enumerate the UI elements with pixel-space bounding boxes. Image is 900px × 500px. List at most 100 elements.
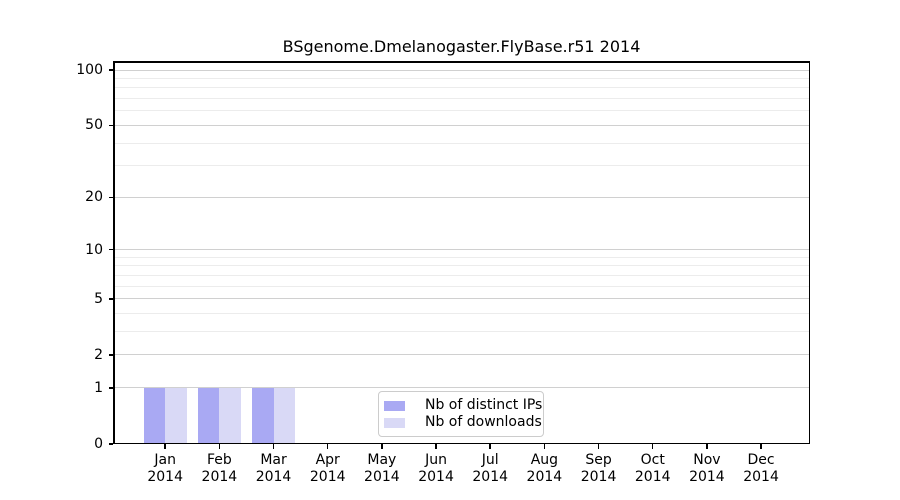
x-axis-month-label: Sep bbox=[585, 452, 612, 468]
x-axis-tick bbox=[272, 444, 275, 449]
x-axis-tick bbox=[381, 444, 383, 449]
y-axis-tick bbox=[108, 387, 113, 389]
y-axis-tick-label: 5 bbox=[94, 290, 103, 307]
x-axis-month-label: Jun bbox=[425, 452, 447, 468]
bar-downloads bbox=[219, 387, 242, 444]
gridline-major bbox=[113, 354, 810, 356]
x-axis-year-label: 2014 bbox=[201, 468, 238, 485]
gridline-major bbox=[113, 249, 810, 251]
x-axis-month-label: Feb bbox=[206, 452, 232, 468]
legend-item-label: Nb of distinct IPs bbox=[425, 397, 543, 413]
x-axis-tick-label: Sep 2014 bbox=[564, 452, 634, 485]
gridline-major bbox=[113, 69, 810, 71]
legend-item-label: Nb of downloads bbox=[425, 414, 542, 430]
x-axis-tick bbox=[651, 444, 654, 449]
bar-downloads bbox=[273, 387, 296, 444]
x-axis-month-label: Apr bbox=[315, 452, 340, 468]
bar-distinct-ips bbox=[143, 387, 166, 444]
gridline-minor bbox=[113, 331, 810, 333]
x-axis-tick-label: Jun 2014 bbox=[401, 452, 471, 485]
x-axis-tick-label: Feb 2014 bbox=[184, 452, 254, 485]
gridline-minor bbox=[113, 78, 810, 80]
x-axis-line bbox=[113, 442, 810, 444]
x-axis-tick bbox=[543, 444, 546, 449]
y-axis-tick-label: 10 bbox=[85, 241, 103, 258]
y-axis-tick-label: 50 bbox=[85, 117, 103, 134]
gridline-minor bbox=[113, 313, 810, 315]
x-axis-tick-label: Jan 2014 bbox=[130, 452, 200, 485]
x-axis-tick-label: May 2014 bbox=[347, 452, 417, 485]
y-axis-tick bbox=[108, 354, 113, 356]
x-axis-month-label: May bbox=[367, 452, 397, 468]
y-axis-tick bbox=[108, 248, 113, 251]
y-axis-tick bbox=[108, 443, 113, 445]
x-axis-tick bbox=[164, 444, 166, 449]
legend-item: Nb of downloads bbox=[384, 414, 543, 431]
gridline-major bbox=[113, 196, 810, 198]
x-axis-tick-label: Aug 2014 bbox=[509, 452, 579, 485]
x-axis-tick-label: Dec 2014 bbox=[726, 452, 796, 485]
gridline-minor bbox=[113, 256, 810, 258]
gridline-minor bbox=[113, 265, 810, 267]
x-axis-year-label: 2014 bbox=[580, 468, 617, 485]
y-axis-tick-label: 0 bbox=[94, 436, 103, 452]
x-axis-month-label: Jan bbox=[154, 452, 176, 468]
x-axis-year-label: 2014 bbox=[634, 468, 671, 485]
y-axis-tick-label: 100 bbox=[76, 62, 103, 79]
x-axis-tick bbox=[489, 444, 491, 449]
gridline-minor bbox=[113, 275, 810, 277]
gridline-major bbox=[113, 298, 810, 300]
x-axis-tick-label: Oct 2014 bbox=[618, 452, 688, 485]
chart-title: BSgenome.Dmelanogaster.FlyBase.r51 2014 bbox=[282, 37, 641, 56]
x-axis-month-label: Oct bbox=[640, 452, 665, 468]
y-axis-tick bbox=[108, 298, 113, 300]
x-axis-tick bbox=[706, 444, 708, 449]
y-axis-tick bbox=[108, 124, 113, 127]
x-axis-month-label: Aug bbox=[530, 452, 559, 468]
legend-color-swatch bbox=[384, 417, 405, 428]
gridline-major bbox=[113, 124, 810, 126]
gridline-minor bbox=[113, 110, 810, 112]
x-axis-month-label: Jul bbox=[481, 452, 499, 468]
gridline-minor bbox=[113, 98, 810, 100]
x-axis-tick bbox=[435, 444, 437, 449]
x-axis-year-label: 2014 bbox=[472, 468, 509, 485]
gridline-minor bbox=[113, 142, 810, 144]
bar-downloads bbox=[165, 387, 187, 444]
x-axis-year-label: 2014 bbox=[743, 468, 779, 485]
y-axis-line bbox=[113, 61, 115, 444]
legend: Nb of distinct IPs Nb of downloads bbox=[378, 391, 544, 437]
legend-item: Nb of distinct IPs bbox=[384, 397, 543, 414]
x-axis-month-label: Nov bbox=[693, 452, 721, 468]
x-axis-month-label: Dec bbox=[747, 452, 775, 468]
x-axis-year-label: 2014 bbox=[364, 468, 400, 485]
x-axis-tick bbox=[597, 444, 600, 449]
x-axis-year-label: 2014 bbox=[309, 468, 346, 485]
x-axis-tick bbox=[760, 444, 762, 449]
x-axis-year-label: 2014 bbox=[689, 468, 725, 485]
y-axis-tick bbox=[108, 196, 113, 199]
plot-area: 0 1 2 5 10 20 50 100 Jan 2014 Feb 2014 Mar 2014 Apr 201… bbox=[76, 61, 810, 485]
gridline-major bbox=[113, 387, 810, 389]
x-axis-year-label: 2014 bbox=[526, 468, 563, 485]
x-axis-month-label: Mar bbox=[260, 452, 287, 468]
x-axis-tick bbox=[326, 444, 329, 449]
right-spine bbox=[808, 61, 810, 444]
bar-distinct-ips bbox=[251, 387, 274, 444]
x-axis-tick-label: Apr 2014 bbox=[293, 452, 363, 485]
x-axis-year-label: 2014 bbox=[147, 468, 183, 485]
y-axis-tick-label: 2 bbox=[94, 346, 103, 363]
x-axis-tick-label: Nov 2014 bbox=[672, 452, 742, 485]
gridline-minor bbox=[113, 165, 810, 167]
legend-color-swatch bbox=[384, 400, 405, 411]
gridline-minor bbox=[113, 87, 810, 89]
x-axis-year-label: 2014 bbox=[255, 468, 292, 485]
x-axis-tick-label: Mar 2014 bbox=[239, 452, 309, 485]
x-axis-year-label: 2014 bbox=[418, 468, 454, 485]
bar-distinct-ips bbox=[197, 387, 220, 444]
top-spine bbox=[113, 61, 810, 63]
gridline-minor bbox=[113, 285, 810, 287]
y-axis-tick-label: 20 bbox=[85, 189, 103, 206]
x-axis-tick-label: Jul 2014 bbox=[455, 452, 525, 485]
